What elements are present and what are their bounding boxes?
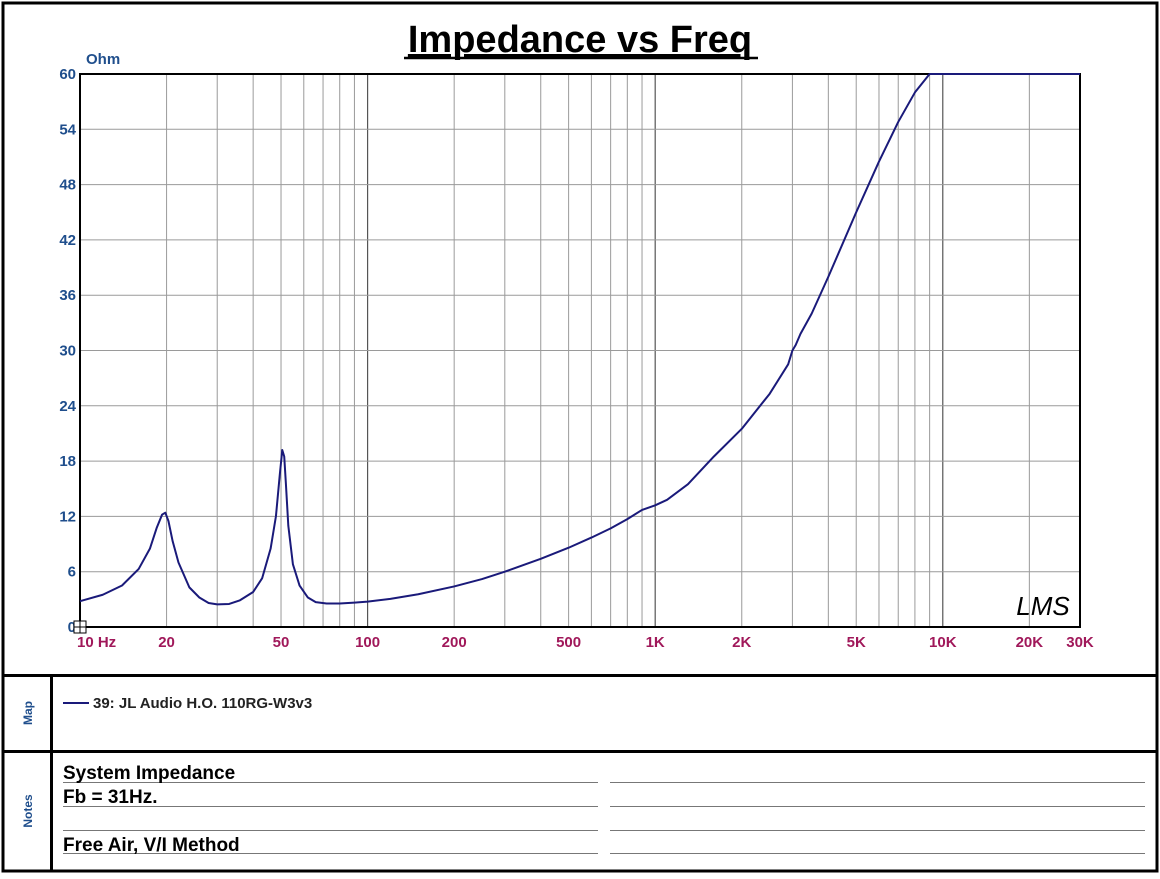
y-tick-label: 24 [59, 398, 76, 415]
y-tick-label: 6 [68, 564, 76, 581]
tick-labels: 0 6 12 18 24 30 36 42 48 54 60 10 Hz 20 50 100 200 500 1K… [59, 66, 1094, 651]
y-tick-label: 42 [59, 232, 76, 249]
notes-rules [63, 782, 1145, 854]
grid-lines [80, 74, 1080, 627]
x-tick-label: 10 Hz [77, 634, 116, 651]
x-tick-label: 100 [355, 634, 380, 651]
y-tick-label: 30 [59, 343, 76, 360]
y-tick-label: 60 [59, 66, 76, 83]
notes-panel-label: Notes [21, 794, 35, 828]
x-tick-label: 20K [1016, 634, 1044, 651]
plot-border [79, 73, 1081, 628]
note-line-2: Fb = 31Hz. [63, 787, 158, 808]
x-tick-label: 5K [847, 634, 866, 651]
x-tick-label: 20 [158, 634, 175, 651]
x-tick-label: 1K [646, 634, 665, 651]
note-line-1: System Impedance [63, 763, 235, 784]
x-tick-label: 10K [929, 634, 957, 651]
y-tick-label: 12 [59, 508, 76, 525]
lms-brand-mark: LMS [1016, 591, 1070, 621]
x-tick-label: 30K [1066, 634, 1094, 651]
series-group [73, 73, 1080, 634]
x-tick-label: 50 [273, 634, 290, 651]
x-tick-label: 500 [556, 634, 581, 651]
map-panel-label: Map [21, 701, 35, 725]
x-tick-label: 200 [442, 634, 467, 651]
y-tick-label: 36 [59, 287, 76, 304]
x-tick-label: 2K [732, 634, 751, 651]
y-axis-label: Ohm [86, 51, 120, 68]
crosshair-cursor-icon [73, 620, 87, 634]
y-tick-label: 18 [59, 453, 76, 470]
note-line-4: Free Air, V/I Method [63, 835, 240, 856]
chart-title: Impedance vs Freq [408, 19, 752, 61]
y-tick-label: 0 [68, 619, 76, 636]
y-tick-label: 48 [59, 177, 76, 194]
series-line [79, 73, 1080, 606]
legend-entry: 39: JL Audio H.O. 110RG-W3v3 [93, 695, 312, 712]
y-tick-label: 54 [59, 121, 76, 138]
